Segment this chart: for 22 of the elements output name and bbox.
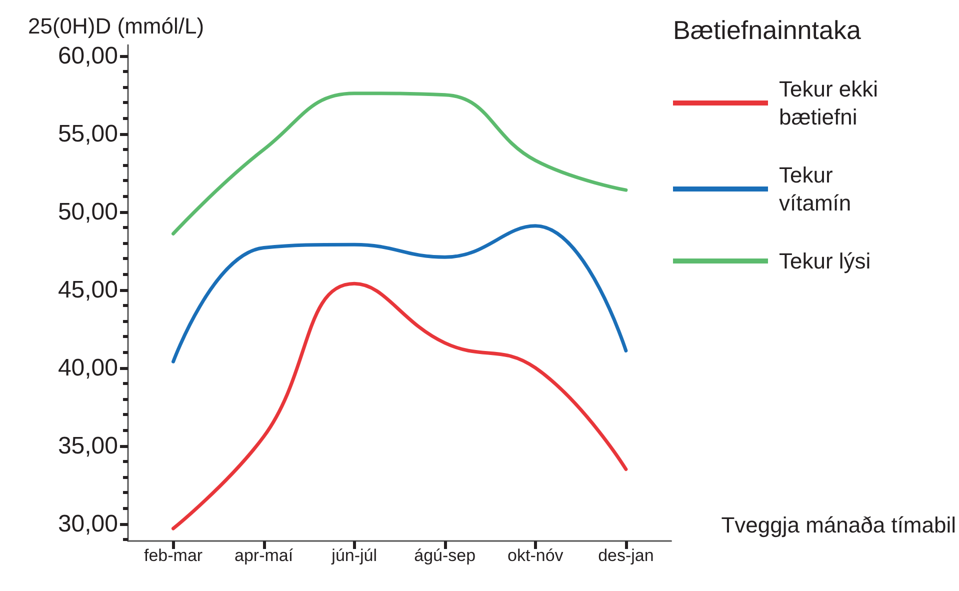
legend-label: Tekur ekki bætiefni bbox=[779, 76, 884, 130]
y-tick-label: 60,00 bbox=[58, 42, 118, 70]
y-tick-label: 35,00 bbox=[58, 432, 118, 460]
legend-title: Bætiefnainntaka bbox=[673, 15, 862, 45]
x-tick-label: apr-maí bbox=[234, 546, 294, 565]
legend-label: Tekur lýsi bbox=[779, 248, 871, 274]
line-series bbox=[172, 92, 628, 236]
legend-label: Tekur vítamín bbox=[779, 162, 852, 216]
line-series bbox=[172, 224, 628, 364]
x-tick-label: des-jan bbox=[598, 546, 654, 565]
y-axis-title: 25(0H)D (mmól/L) bbox=[28, 14, 204, 38]
y-tick-label: 45,00 bbox=[58, 276, 118, 304]
y-tick-label: 55,00 bbox=[58, 120, 118, 148]
y-tick-label: 50,00 bbox=[58, 198, 118, 226]
line-series bbox=[172, 282, 628, 530]
x-tick-label: feb-mar bbox=[144, 546, 203, 565]
x-tick-label: ágú-sep bbox=[414, 546, 476, 565]
y-tick-label: 40,00 bbox=[58, 354, 118, 382]
y-tick-label: 30,00 bbox=[58, 510, 118, 538]
x-tick-label: okt-nóv bbox=[508, 546, 564, 565]
x-tick-label: jún-júl bbox=[330, 546, 378, 565]
x-axis-title: Tveggja mánaða tímabil bbox=[721, 512, 956, 538]
